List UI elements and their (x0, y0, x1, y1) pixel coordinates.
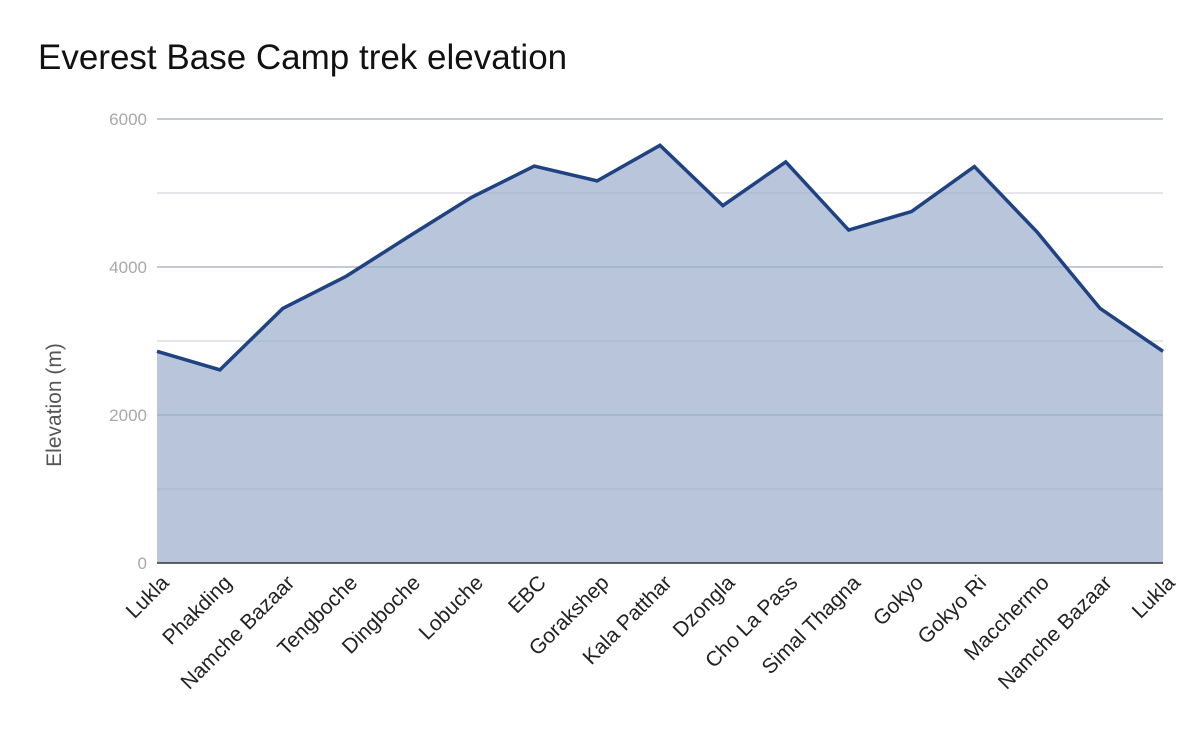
area-series (156, 118, 1164, 564)
y-axis-label: Elevation (m) (43, 343, 66, 467)
area-fill (157, 145, 1163, 563)
chart-title: Everest Base Camp trek elevation (38, 38, 568, 77)
x-tick-label: Gokyo (869, 571, 928, 630)
x-tick-label: Namche Bazaar (994, 571, 1117, 694)
x-tick-label: Lukla (122, 571, 174, 623)
x-tick-label: Lobuche (415, 571, 488, 644)
y-tick-label: 2000 (109, 406, 147, 425)
y-tick-label: 6000 (109, 110, 147, 129)
y-tick-label: 0 (138, 554, 147, 573)
y-axis-ticks: 0 2000 4000 6000 (109, 110, 147, 573)
x-tick-label: EBC (504, 571, 551, 618)
x-tick-label: Lukla (1128, 571, 1180, 623)
y-tick-label: 4000 (109, 258, 147, 277)
x-tick-label: Namche Bazaar (177, 571, 300, 694)
